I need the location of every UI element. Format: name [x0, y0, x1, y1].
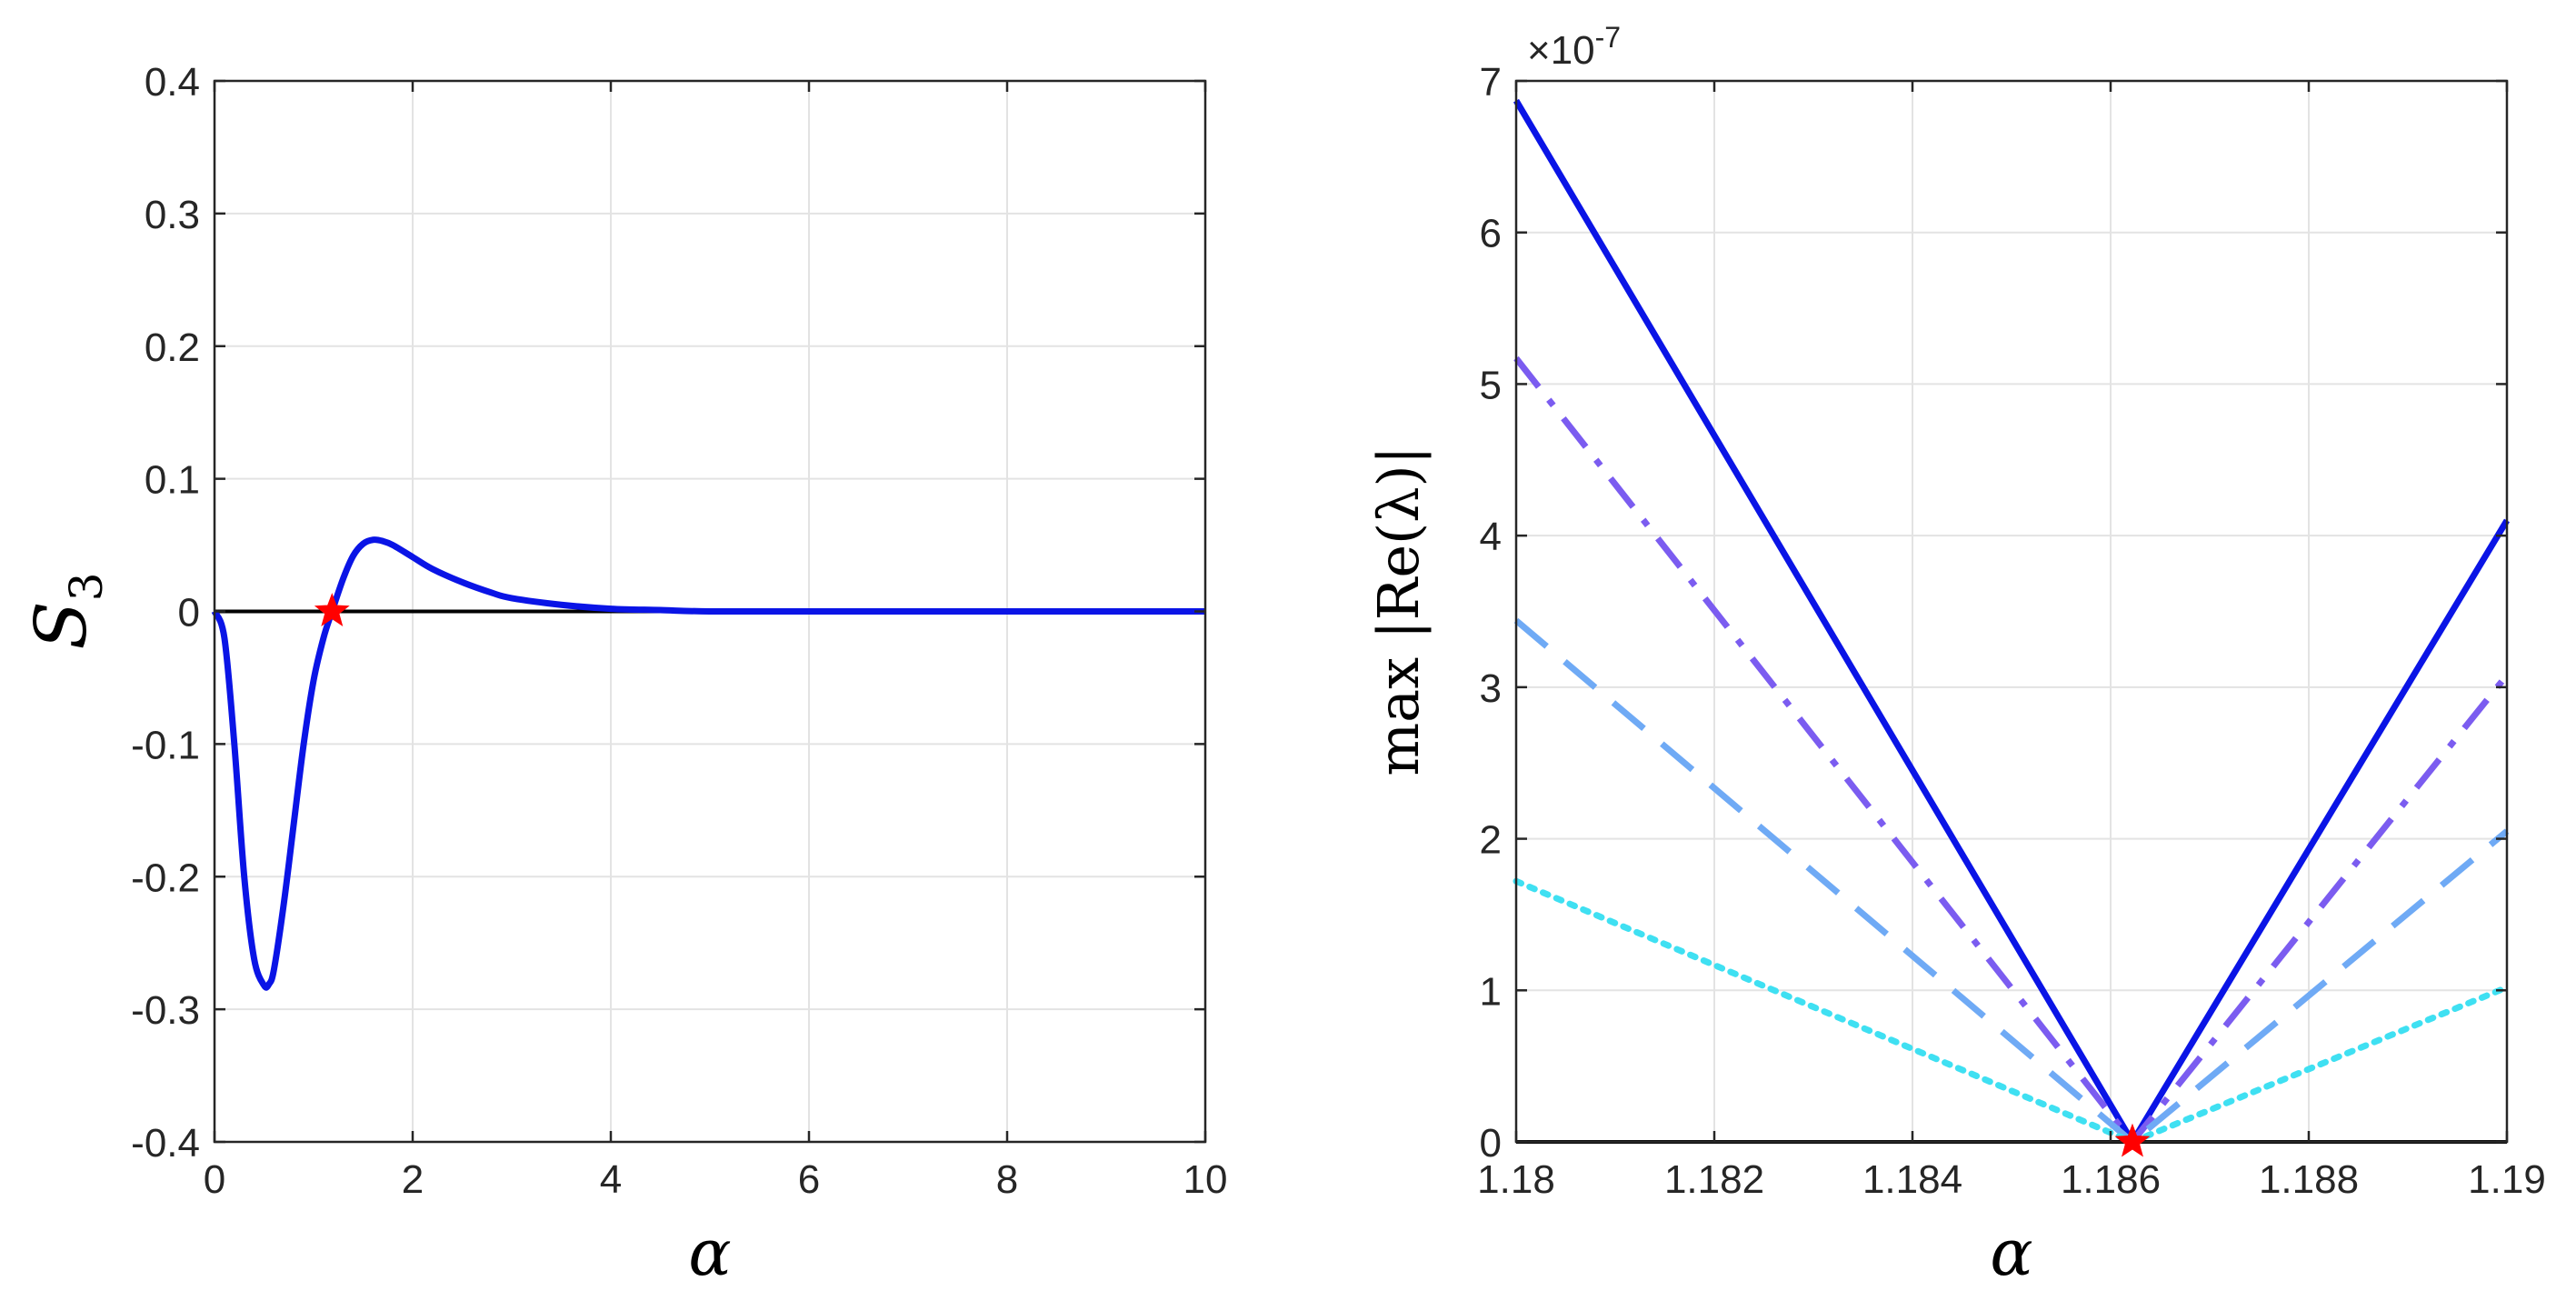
left-x-tick-label: 6 — [798, 1157, 820, 1202]
left-x-axis-label: α — [688, 1216, 731, 1290]
right-x-tick-label: 1.184 — [1862, 1157, 1962, 1202]
left-ticks: 0 2 4 6 8 10 -0.4 -0.3 -0.2 -0.1 0 0.1 0.2 0.3 0.4 — [131, 60, 1227, 1202]
right-y-exponent-base: ×10 — [1527, 28, 1595, 73]
right-y-tick-label: 2 — [1480, 818, 1502, 863]
right-y-tick-label: 6 — [1480, 212, 1502, 256]
left-x-tick-label: 2 — [402, 1157, 424, 1202]
right-x-tick-label: 1.188 — [2259, 1157, 2359, 1202]
left-x-tick-label: 4 — [600, 1157, 622, 1202]
left-x-tick-label: 10 — [1183, 1157, 1228, 1202]
left-y-tick-label: -0.4 — [131, 1121, 200, 1166]
right-y-exponent: ×10-7 — [1527, 21, 1621, 73]
left-y-tick-label: 0.3 — [145, 193, 200, 237]
right-chart-panel: 1.18 1.182 1.184 1.186 1.188 1.19 0 1 2 3 4 5 6 7 α m… — [1365, 21, 2546, 1290]
left-y-axis-label-main: S — [21, 601, 103, 649]
left-series-s3 — [211, 536, 1205, 991]
right-y-exponent-power: -7 — [1595, 21, 1621, 54]
right-x-tick-label: 1.186 — [2061, 1157, 2161, 1202]
right-y-tick-label: 7 — [1480, 60, 1502, 105]
left-y-tick-label: -0.2 — [131, 856, 200, 900]
left-y-tick-label: 0 — [178, 591, 200, 635]
right-plot-area — [1516, 81, 2507, 1142]
left-chart-panel: 0 2 4 6 8 10 -0.4 -0.3 -0.2 -0.1 0 0.1 0.2 0.3 0.4 α S… — [21, 60, 1227, 1290]
right-y-tick-label: 3 — [1480, 666, 1502, 711]
right-x-tick-label: 1.18 — [1477, 1157, 1555, 1202]
right-y-tick-label: 0 — [1480, 1121, 1502, 1166]
left-y-tick-label: 0.2 — [145, 325, 200, 370]
right-x-tick-label: 1.182 — [1664, 1157, 1764, 1202]
left-x-tick-label: 0 — [204, 1157, 225, 1202]
right-ticks: 1.18 1.182 1.184 1.186 1.188 1.19 0 1 2 3 4 5 6 7 — [1477, 60, 2546, 1202]
left-markers — [314, 593, 350, 627]
right-x-tick-label: 1.19 — [2468, 1157, 2546, 1202]
right-markers — [2114, 1123, 2151, 1157]
right-y-tick-label: 1 — [1480, 969, 1502, 1014]
left-y-tick-label: 0.4 — [145, 60, 200, 105]
right-series-dashed — [1513, 617, 2510, 1146]
right-y-tick-label: 4 — [1480, 515, 1502, 559]
left-y-tick-label: 0.1 — [145, 458, 200, 503]
left-series — [211, 536, 1205, 991]
left-y-tick-label: -0.1 — [131, 723, 200, 767]
right-axes-frame — [1514, 79, 2509, 1144]
right-root-star-marker — [2114, 1123, 2151, 1157]
right-x-axis-label: α — [1990, 1216, 2032, 1290]
right-y-tick-label: 5 — [1480, 363, 1502, 407]
left-x-tick-label: 8 — [996, 1157, 1018, 1202]
right-y-axis-label: max |Re(λ)| — [1365, 445, 1432, 776]
left-y-axis-label-subscript: 3 — [60, 572, 113, 601]
left-y-axis-label: S3 — [21, 572, 113, 649]
left-root-star-marker — [314, 593, 350, 627]
left-y-tick-label: -0.3 — [131, 988, 200, 1033]
